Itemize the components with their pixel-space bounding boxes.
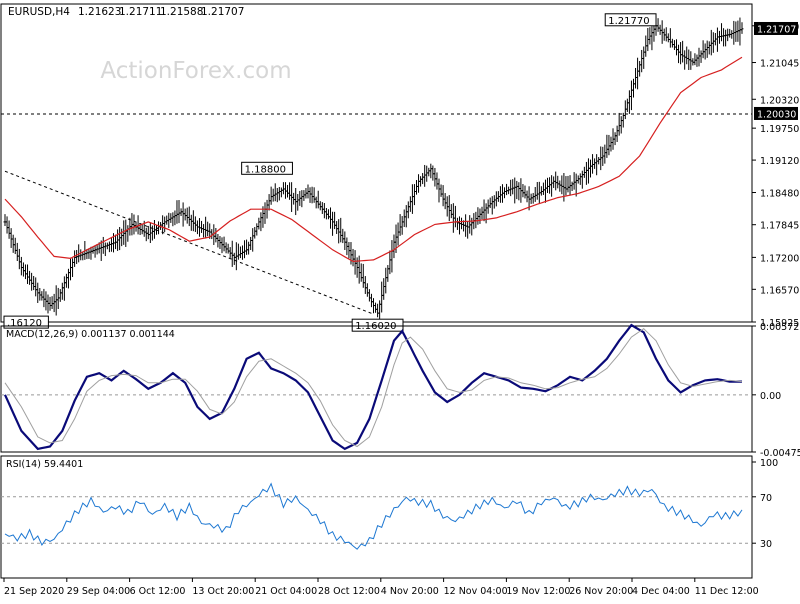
- macd-line: [3, 323, 742, 451]
- rsi-title: RSI(14) 59.4401: [6, 459, 83, 470]
- x-tick-label: 13 Oct 20:00: [192, 586, 254, 597]
- header-close: 1.21707: [201, 6, 244, 18]
- rsi-panel: RSI(14) 59.4401 100 70 30: [0, 455, 778, 579]
- rsi-tick-label: 100: [760, 458, 778, 469]
- x-tick-label: 21 Sep 2020: [4, 586, 64, 597]
- price-tick-label: 1.21045: [760, 59, 799, 70]
- moving-average-line: [4, 56, 743, 263]
- macd-title: MACD(12,26,9) 0.001137 0.001144: [6, 329, 175, 340]
- macd-signal-line: [4, 328, 743, 448]
- header-symbol: EURUSD,H4: [8, 6, 70, 18]
- price-frame-border: [0, 3, 753, 323]
- x-tick-label: 6 Oct 12:00: [130, 586, 186, 597]
- x-tick-label: 4 Nov 20:00: [381, 586, 439, 597]
- annotation-label: 1.16020: [355, 321, 396, 332]
- x-tick-label: 21 Oct 04:00: [255, 586, 317, 597]
- x-tick-label: 29 Sep 04:00: [67, 586, 130, 597]
- rsi-line: [4, 482, 743, 550]
- price-tick-label: 1.17845: [760, 221, 799, 232]
- macd-frame-border: [0, 325, 753, 453]
- price-tick-label: 1.17200: [760, 253, 799, 264]
- x-tick-label: 26 Nov 20:00: [569, 586, 633, 597]
- current-price-label: 1.21707: [757, 24, 796, 35]
- x-tick-label: 11 Dec 12:00: [695, 586, 759, 597]
- annotation-box: [3, 315, 49, 329]
- chart-header: EURUSD,H4 1.21623 1.21711 1.21588 1.2170…: [8, 6, 244, 18]
- level-line-axis-tag: [754, 106, 798, 120]
- macd-tick-label: 0.00: [760, 391, 781, 402]
- price-panel: 1.21770 1.21045 1.20320 1.19750 1.19120 1.184…: [0, 3, 799, 332]
- header-high: 1.21711: [119, 6, 162, 18]
- rsi-tick-label: 70: [760, 493, 772, 504]
- x-tick-label: 12 Nov 04:00: [444, 586, 508, 597]
- level-line-axis-label: 1.20030: [757, 109, 796, 120]
- x-tick-label: 4 Dec 04:00: [632, 586, 690, 597]
- rsi-tick-label: 30: [760, 539, 772, 550]
- annotation-label: 1.21770: [608, 16, 649, 27]
- price-tick-label: 1.19750: [760, 124, 799, 135]
- macd-tick-label: 0.005725: [760, 322, 800, 333]
- macd-panel: MACD(12,26,9) 0.001137 0.001144 0.005725 0…: [0, 322, 800, 459]
- header-open: 1.21623: [78, 6, 121, 18]
- x-tick-label: 28 Oct 12:00: [318, 586, 380, 597]
- header-low: 1.21588: [160, 6, 203, 18]
- annotation-box: [351, 318, 404, 332]
- price-tick-label: 1.20320: [760, 95, 799, 106]
- watermark: ActionForex.com: [100, 58, 291, 84]
- macd-tick-label: -0.004755: [760, 448, 800, 459]
- annotation-label: .16120: [7, 318, 42, 329]
- current-price-tag: [754, 21, 798, 35]
- price-tick-label: 1.16570: [760, 285, 799, 296]
- annotation-label: 1.18800: [245, 164, 286, 175]
- price-tick-label: 1.15925: [760, 318, 799, 329]
- price-tick-label: 1.19120: [760, 156, 799, 167]
- price-tick-label: 1.18480: [760, 189, 799, 200]
- x-tick-label: 19 Nov 12:00: [506, 586, 570, 597]
- x-axis: 21 Sep 2020 29 Sep 04:00 6 Oct 12:00 13 Oct…: [3, 578, 759, 597]
- annotation-box: [241, 161, 293, 175]
- rsi-frame-border: [0, 455, 753, 579]
- annotation-box: [604, 13, 657, 27]
